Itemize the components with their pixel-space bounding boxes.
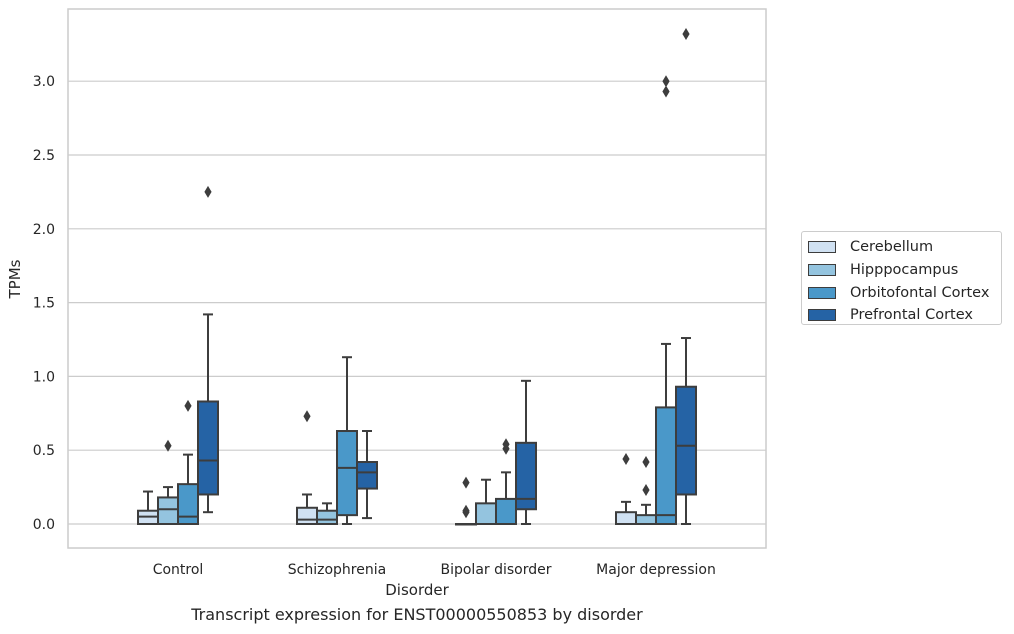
box-3-2 <box>515 379 537 525</box>
box-2-2 <box>495 438 517 525</box>
x-axis-ticks: Control Schizophrenia Bipolar disorder Majo… <box>153 562 716 578</box>
box-iqr <box>296 506 318 526</box>
x-axis-label: Disorder <box>385 581 449 599</box>
legend-swatch <box>808 286 836 299</box>
box-2-0 <box>177 399 199 526</box>
legend-item: Orbitofontal Cortex <box>808 281 1001 304</box>
box-1-2 <box>475 478 497 525</box>
outlier-marker <box>303 410 311 423</box>
box-iqr <box>177 483 199 526</box>
box-3-1 <box>356 430 378 520</box>
y-tick-label: 3.0 <box>33 74 55 90</box>
outlier-marker <box>642 456 650 469</box>
y-tick-label: 1.0 <box>33 369 55 385</box>
outlier-marker <box>502 438 510 451</box>
box-iqr <box>316 509 338 526</box>
legend-swatch <box>808 309 836 322</box>
outlier-marker <box>462 476 470 489</box>
outlier-marker <box>204 185 212 198</box>
boxes <box>137 27 697 526</box>
box-iqr <box>655 406 677 525</box>
outlier-marker <box>184 399 192 412</box>
legend-item: Cerebellum <box>808 236 1001 259</box>
outlier-marker <box>164 439 172 452</box>
box-3-3 <box>675 27 697 525</box>
box-iqr <box>675 385 697 496</box>
outlier-marker <box>642 484 650 497</box>
gridlines <box>68 80 766 525</box>
plot-area-frame <box>67 8 767 549</box>
y-tick-label: 1.5 <box>33 296 55 312</box>
y-axis-label: TPMs <box>6 259 24 299</box>
legend-swatch <box>808 241 836 254</box>
outlier-marker <box>662 75 670 88</box>
outlier-marker <box>622 453 630 466</box>
outlier-marker <box>662 85 670 98</box>
y-axis-ticks: 0.0 0.5 1.0 1.5 2.0 2.5 3.0 <box>33 74 55 533</box>
box-iqr <box>495 497 517 525</box>
legend-label: Hipppocampus <box>850 262 959 279</box>
x-tick-label: Schizophrenia <box>288 562 386 578</box>
box-0-3 <box>615 453 637 526</box>
y-tick-label: 0.0 <box>33 517 55 533</box>
legend-label: Cerebellum <box>850 239 934 256</box>
legend-label: Orbitofontal Cortex <box>850 284 990 301</box>
box-0-2 <box>455 476 477 526</box>
box-2-1 <box>336 356 358 525</box>
x-tick-label: Major depression <box>596 562 716 578</box>
box-1-0 <box>157 439 179 526</box>
box-1-1 <box>316 502 338 526</box>
box-1-3 <box>635 456 657 525</box>
figure-caption: Transcript expression for ENST0000055085… <box>191 605 643 624</box>
box-0-0 <box>137 490 159 526</box>
box-iqr <box>615 511 637 526</box>
y-tick-label: 2.5 <box>33 148 55 164</box>
box-iqr <box>336 430 358 517</box>
box-iqr <box>635 514 657 525</box>
legend-label: Prefrontal Cortex <box>850 307 973 324</box>
box-iqr <box>197 400 219 496</box>
box-0-1 <box>296 410 318 526</box>
legend: Cerebellum Hipppocampus Orbitofontal Corte… <box>801 231 1002 325</box>
legend-item: Prefrontal Cortex <box>808 304 1001 327</box>
box-3-0 <box>197 185 219 514</box>
outlier-marker <box>462 504 470 517</box>
outlier-marker <box>682 27 690 40</box>
legend-item: Hipppocampus <box>808 259 1001 282</box>
x-tick-label: Control <box>153 562 204 578</box>
box-iqr <box>475 502 497 525</box>
legend-swatch <box>808 264 836 277</box>
y-tick-label: 2.0 <box>33 222 55 238</box>
y-tick-label: 0.5 <box>33 443 55 459</box>
box-2-3 <box>655 75 677 525</box>
box-iqr <box>356 461 378 490</box>
box-iqr <box>157 496 179 526</box>
x-tick-label: Bipolar disorder <box>440 562 551 578</box>
box-iqr <box>515 441 537 511</box>
